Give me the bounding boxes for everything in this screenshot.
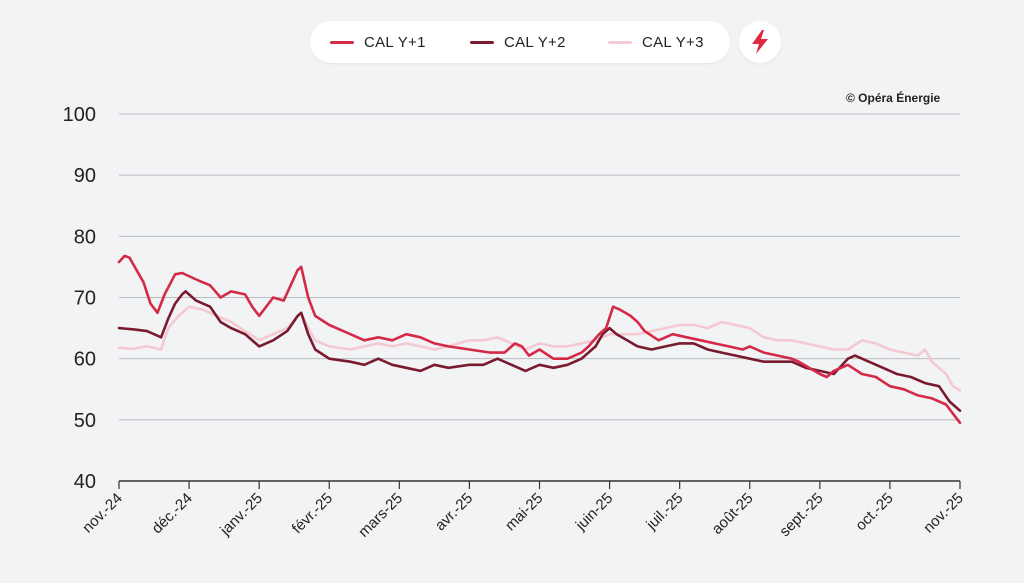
legend-swatch-cal-y3 [608, 40, 632, 44]
y-tick-label-100: 100 [63, 104, 96, 126]
x-tick-label-févr.-25: févr.-25 [289, 490, 336, 537]
x-tick-label-nov.-25: nov.-25 [920, 490, 967, 537]
y-tick-label-70: 70 [74, 288, 96, 310]
legend-label-cal-y2: CAL Y+2 [504, 33, 566, 51]
legend-item-cal-y2[interactable]: CAL Y+2 [470, 21, 566, 63]
legend-item-cal-y1[interactable]: CAL Y+1 [330, 21, 426, 63]
legend-label-cal-y1: CAL Y+1 [364, 33, 426, 51]
copyright-credit: © Opéra Énergie [846, 91, 941, 105]
legend-label-cal-y3: CAL Y+3 [642, 33, 704, 51]
series-line-cal-y-3 [117, 305, 962, 392]
chart-legend: CAL Y+1 CAL Y+2 CAL Y+3 [310, 21, 730, 63]
legend-swatch-cal-y1 [330, 40, 354, 44]
x-tick-label-mars-25: mars-25 [355, 490, 406, 541]
x-tick-label-juil.-25: juil.-25 [643, 490, 687, 534]
y-tick-label-90: 90 [74, 165, 96, 187]
x-tick-label-août-25: août-25 [709, 490, 757, 538]
legend-swatch-cal-y2 [470, 40, 494, 44]
series-line-cal-y-2 [117, 290, 962, 412]
series-line-cal-y-1 [117, 254, 962, 425]
x-tick-label-mai-25: mai-25 [502, 490, 546, 534]
legend-item-cal-y3[interactable]: CAL Y+3 [608, 21, 704, 63]
y-tick-label-60: 60 [74, 349, 96, 371]
lightning-bolt-icon [752, 30, 768, 54]
y-tick-label-50: 50 [74, 410, 96, 432]
y-tick-label-40: 40 [74, 471, 96, 493]
x-tick-label-janv.-25: janv.-25 [216, 490, 266, 540]
x-tick-label-avr.-25: avr.-25 [432, 490, 476, 534]
x-tick-label-nov.-24: nov.-24 [79, 490, 126, 537]
x-tick-label-sept.-25: sept.-25 [776, 490, 826, 540]
y-tick-label-80: 80 [74, 226, 96, 248]
x-tick-label-juin-25: juin-25 [572, 490, 617, 535]
flash-button[interactable] [739, 21, 781, 63]
x-tick-label-déc.-24: déc.-24 [149, 490, 196, 537]
x-tick-label-oct.-25: oct.-25 [852, 490, 896, 534]
